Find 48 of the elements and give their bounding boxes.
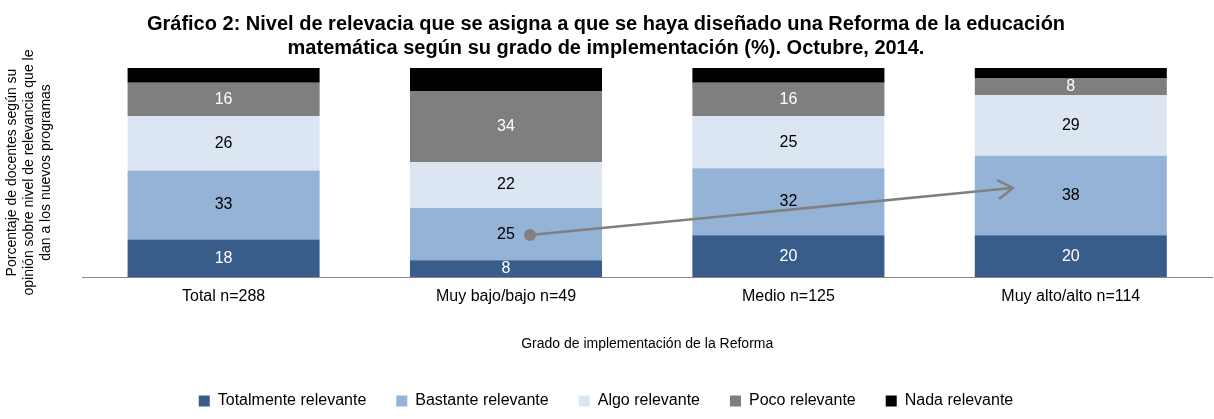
bar bbox=[409, 68, 603, 91]
legend-label: Nada relevante bbox=[904, 391, 1014, 409]
bar bbox=[692, 168, 885, 236]
data-label: 25 bbox=[779, 132, 798, 150]
bar bbox=[974, 68, 1167, 79]
bar bbox=[974, 155, 1167, 236]
data-label: 34 bbox=[497, 116, 515, 134]
data-label: 16 bbox=[214, 89, 233, 107]
data-label: 26 bbox=[214, 133, 233, 151]
data-label: 20 bbox=[1061, 246, 1080, 264]
bar bbox=[409, 162, 603, 209]
legend-label: Totalmente relevante bbox=[217, 391, 367, 409]
bar bbox=[127, 82, 320, 117]
data-label: 38 bbox=[1061, 185, 1080, 203]
bar bbox=[974, 95, 1167, 156]
bar bbox=[127, 170, 320, 240]
bar bbox=[692, 235, 885, 277]
bar bbox=[409, 90, 603, 163]
bar bbox=[409, 208, 603, 261]
legend-label: Poco relevante bbox=[749, 391, 856, 409]
bar bbox=[974, 78, 1167, 96]
x-tick-label: Total n=288 bbox=[182, 287, 266, 305]
x-tick-label: Muy alto/alto n=114 bbox=[1001, 287, 1141, 305]
bar bbox=[127, 116, 320, 171]
bar bbox=[127, 68, 320, 83]
data-label: 22 bbox=[497, 175, 515, 193]
data-label: 33 bbox=[214, 195, 233, 213]
y-axis-title: Porcentaje de docentes según su opinión sobre nivel de relevancia que le dan a los nuevos programas bbox=[3, 49, 53, 296]
legend-label: Algo relevante bbox=[597, 391, 701, 409]
data-label: 8 bbox=[501, 259, 511, 277]
bar bbox=[692, 68, 885, 83]
data-label: 18 bbox=[214, 248, 233, 266]
data-label: 32 bbox=[779, 192, 798, 210]
x-tick-label: Muy bajo/bajo n=49 bbox=[435, 287, 577, 305]
data-label: 20 bbox=[779, 246, 798, 264]
bar bbox=[409, 260, 603, 277]
bar bbox=[692, 82, 885, 117]
bar bbox=[692, 116, 885, 169]
data-label: 16 bbox=[779, 89, 798, 107]
data-label: 25 bbox=[497, 224, 515, 242]
data-label: 29 bbox=[1061, 115, 1080, 133]
x-tick-label: Medio n=125 bbox=[741, 287, 835, 305]
bar bbox=[974, 235, 1167, 277]
legend-label: Bastante relevante bbox=[415, 391, 549, 409]
chart-title: Gráfico 2: Nivel de relevacia que se asigna a que se haya diseñado una Reforma de la educación matemática según su grado de implementación (%). Octubre, 2014. bbox=[146, 11, 1066, 58]
bar bbox=[127, 239, 320, 277]
x-axis-title: Grado de implementación de la Reforma bbox=[521, 335, 774, 352]
data-label: 8 bbox=[1066, 77, 1076, 95]
